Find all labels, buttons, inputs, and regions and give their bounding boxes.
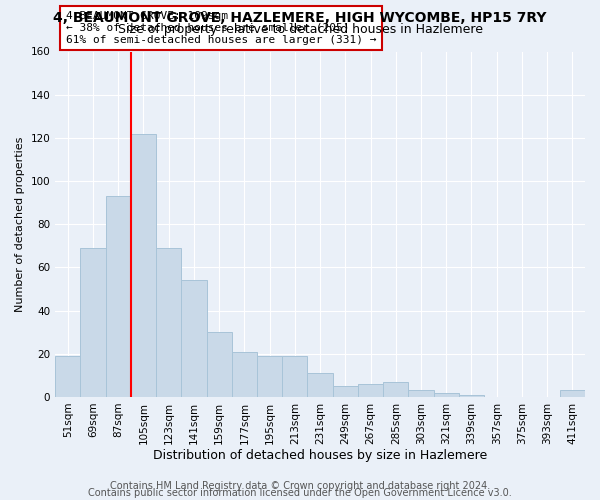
Bar [106, 196, 131, 397]
Bar [409, 390, 434, 397]
Text: Size of property relative to detached houses in Hazlemere: Size of property relative to detached ho… [118, 22, 482, 36]
Bar [131, 134, 156, 397]
Text: Contains HM Land Registry data © Crown copyright and database right 2024.: Contains HM Land Registry data © Crown c… [110, 481, 490, 491]
Bar [257, 356, 282, 397]
Bar [383, 382, 409, 397]
Bar [156, 248, 181, 397]
Bar [232, 352, 257, 397]
Text: 4 BEAUMONT GROVE: 109sqm
← 38% of detached houses are smaller (205)
61% of semi-: 4 BEAUMONT GROVE: 109sqm ← 38% of detach… [66, 12, 376, 44]
Bar [459, 395, 484, 397]
Bar [55, 356, 80, 397]
Bar [332, 386, 358, 397]
Text: Contains public sector information licensed under the Open Government Licence v3: Contains public sector information licen… [88, 488, 512, 498]
Bar [560, 390, 585, 397]
Bar [307, 373, 332, 397]
Bar [434, 392, 459, 397]
Text: 4, BEAUMONT GROVE, HAZLEMERE, HIGH WYCOMBE, HP15 7RY: 4, BEAUMONT GROVE, HAZLEMERE, HIGH WYCOM… [53, 11, 547, 25]
X-axis label: Distribution of detached houses by size in Hazlemere: Distribution of detached houses by size … [153, 450, 487, 462]
Bar [206, 332, 232, 397]
Bar [358, 384, 383, 397]
Bar [181, 280, 206, 397]
Bar [80, 248, 106, 397]
Bar [282, 356, 307, 397]
Y-axis label: Number of detached properties: Number of detached properties [15, 136, 25, 312]
